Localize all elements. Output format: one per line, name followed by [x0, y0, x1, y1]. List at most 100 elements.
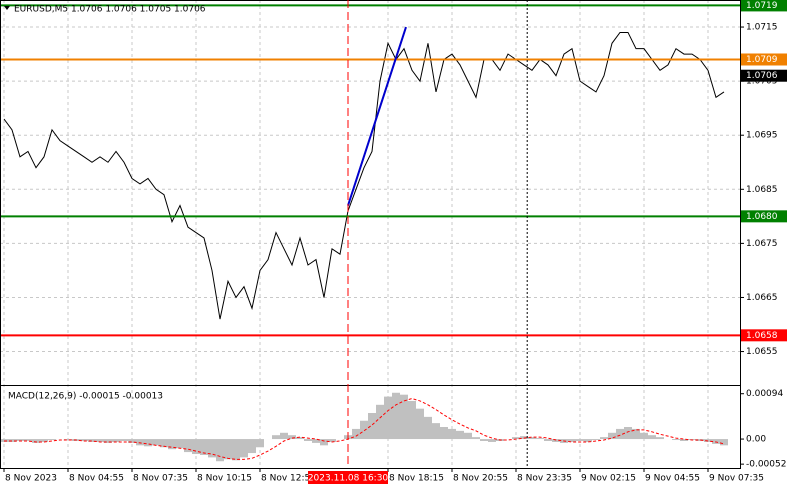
macd-bar — [104, 439, 112, 443]
macd-bar — [720, 439, 728, 446]
macd-bar — [528, 437, 536, 440]
macd-bar — [200, 439, 208, 455]
crosshair-label: 2023.11.08 16:30 — [308, 474, 389, 484]
macd-bar — [184, 439, 192, 453]
level-label-box — [741, 53, 787, 66]
macd-bar — [96, 439, 104, 442]
signal-line — [4, 398, 725, 460]
macd-bar — [208, 439, 216, 458]
macd-bar — [112, 439, 120, 442]
macd-bar — [424, 416, 432, 440]
macd-bar — [88, 439, 96, 442]
macd-bar — [248, 439, 256, 454]
plot-layer — [0, 0, 740, 468]
crosshair-label-box — [308, 471, 388, 484]
macd-bar — [312, 439, 320, 443]
x-tick-label: 8 Nov 10:15 — [197, 474, 252, 484]
macd-bar — [296, 437, 304, 440]
macd-bar — [432, 423, 440, 440]
x-tick-label: 9 Nov 02:15 — [581, 474, 636, 484]
x-tick-label: 8 Nov 18:15 — [389, 474, 444, 484]
macd-bar — [240, 439, 248, 458]
macd-bar — [64, 439, 72, 441]
x-tick-label: 8 Nov 12:55 — [261, 474, 316, 484]
level-label: 1.0658 — [746, 331, 778, 341]
macd-bar — [224, 439, 232, 460]
macd-bar — [152, 439, 160, 446]
macd-bar — [376, 404, 384, 440]
price-line — [3, 31, 725, 320]
x-tick-label: 8 Nov 04:55 — [69, 474, 124, 484]
macd-bar — [352, 428, 360, 440]
macd-bar — [320, 439, 328, 446]
x-tick-label: 8 Nov 23:35 — [517, 474, 572, 484]
macd-bar — [144, 439, 152, 447]
y-tick-label: 1.0715 — [746, 23, 778, 33]
macd-bar — [456, 430, 464, 440]
level-label-box — [741, 0, 787, 12]
macd-bar — [464, 432, 472, 440]
macd-bar — [24, 439, 32, 441]
level-label: 1.0719 — [746, 1, 778, 11]
macd-bar — [648, 435, 656, 440]
macd-bar — [304, 439, 312, 441]
macd-bar — [216, 439, 224, 462]
macd-bar — [232, 439, 240, 461]
macd-bar — [288, 435, 296, 440]
macd-bar — [440, 427, 448, 440]
y-tick-label: 1.0665 — [746, 293, 778, 303]
macd-bar — [272, 435, 280, 440]
plot-frame — [0, 0, 741, 469]
macd-bar — [696, 439, 704, 441]
macd-bar — [136, 439, 144, 446]
macd-bar — [536, 438, 544, 440]
macd-bar — [680, 439, 688, 441]
macd-bar — [632, 428, 640, 440]
macd-bar — [592, 439, 600, 441]
level-label: 1.0680 — [746, 212, 778, 222]
macd-bar — [40, 439, 48, 442]
x-tick-label: 8 Nov 07:35 — [133, 474, 188, 484]
y-tick-label: 1.0695 — [746, 131, 778, 141]
macd-bar — [472, 437, 480, 440]
macd-bar — [416, 408, 424, 440]
current-price-label: 1.0706 — [746, 71, 778, 81]
macd-bar — [32, 439, 40, 443]
macd-bar — [16, 439, 24, 441]
y-tick-label: 0.00 — [746, 435, 766, 445]
macd-bar — [616, 428, 624, 440]
trend-line — [347, 26, 407, 206]
y-tick-label: 1.0675 — [746, 239, 778, 249]
macd-bar — [512, 437, 520, 440]
level-label: 1.0709 — [746, 55, 778, 65]
macd-bar — [640, 432, 648, 440]
macd-bar — [672, 439, 680, 441]
macd-bar — [488, 439, 496, 442]
level-label-box — [741, 210, 787, 223]
macd-bar — [168, 439, 176, 450]
x-tick-label: 9 Nov 04:55 — [645, 474, 700, 484]
macd-bar — [328, 439, 336, 442]
symbol-marker — [4, 6, 10, 10]
y-tick-label: -0.00052 — [746, 460, 786, 470]
macd-bar — [128, 439, 136, 443]
macd-bar — [408, 400, 416, 440]
x-tick-label: 8 Nov 2023 — [5, 474, 57, 484]
level-label-box — [741, 329, 787, 342]
macd-bar — [384, 396, 392, 440]
macd-bar — [448, 428, 456, 440]
chart-title: EURUSD,M5 1.0706 1.0706 1.0705 1.0706 — [14, 5, 206, 15]
macd-bar — [176, 439, 184, 449]
macd-bar — [192, 439, 200, 455]
macd-bar — [400, 394, 408, 440]
macd-bar — [368, 413, 376, 440]
macd-bar — [600, 437, 608, 440]
macd-bar — [608, 432, 616, 440]
macd-bar — [576, 439, 584, 441]
current-price-box — [741, 69, 787, 82]
macd-bar — [80, 439, 88, 441]
y-tick-label: 1.0655 — [746, 347, 778, 357]
macd-bar — [120, 439, 128, 441]
y-tick-label: 0.00094 — [746, 389, 783, 399]
